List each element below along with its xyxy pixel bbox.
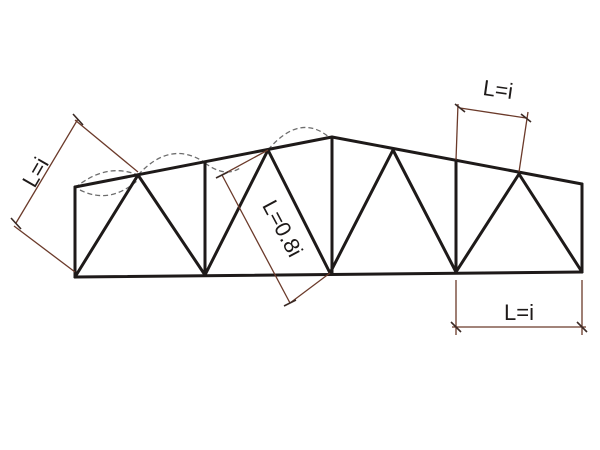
dimension-tick bbox=[215, 171, 229, 179]
extension-line bbox=[13, 225, 76, 273]
extension-line bbox=[74, 119, 139, 173]
dimension-tick bbox=[10, 217, 22, 230]
diagonal-member bbox=[328, 148, 395, 275]
label-top-chord-left: L=i bbox=[17, 153, 54, 191]
dimension-line bbox=[221, 174, 291, 304]
diagonal-member bbox=[391, 148, 458, 274]
dimension-tick bbox=[576, 321, 588, 333]
dimension-tick bbox=[454, 103, 466, 113]
dimension-diagonal: L=0.8i bbox=[215, 149, 331, 307]
truss bbox=[73, 135, 584, 279]
dimension-top-chord-right: L=i bbox=[454, 75, 532, 173]
buckling-curve-mid-upper bbox=[137, 152, 205, 176]
top-chord bbox=[73, 135, 584, 189]
dimension-line bbox=[15, 118, 79, 224]
dimension-tick bbox=[72, 113, 84, 126]
extension-line bbox=[221, 149, 269, 176]
diagonal-member bbox=[454, 172, 521, 274]
dimension-tick bbox=[283, 299, 297, 307]
buckling-curve-mid-lower bbox=[204, 162, 241, 173]
extension-line bbox=[455, 103, 459, 161]
diagonal-member bbox=[136, 173, 207, 277]
diagonal-member bbox=[203, 148, 270, 277]
extension-line bbox=[289, 272, 331, 304]
dimension-line bbox=[459, 107, 527, 119]
dimension-bottom-chord: L=i bbox=[450, 280, 588, 335]
extension-line bbox=[518, 111, 529, 173]
diagonal-member bbox=[73, 173, 140, 279]
diagonal-member bbox=[517, 172, 584, 274]
label-diagonal: L=0.8i bbox=[257, 196, 308, 261]
dimension-tick bbox=[450, 321, 462, 333]
label-bottom-chord: L=i bbox=[504, 300, 534, 325]
label-top-chord-right: L=i bbox=[481, 75, 514, 104]
dimension-tick bbox=[520, 113, 532, 123]
buckling-curve-left-upper bbox=[74, 170, 139, 189]
diagonal-member bbox=[266, 148, 332, 275]
buckling-curve-right-upper bbox=[267, 126, 331, 151]
